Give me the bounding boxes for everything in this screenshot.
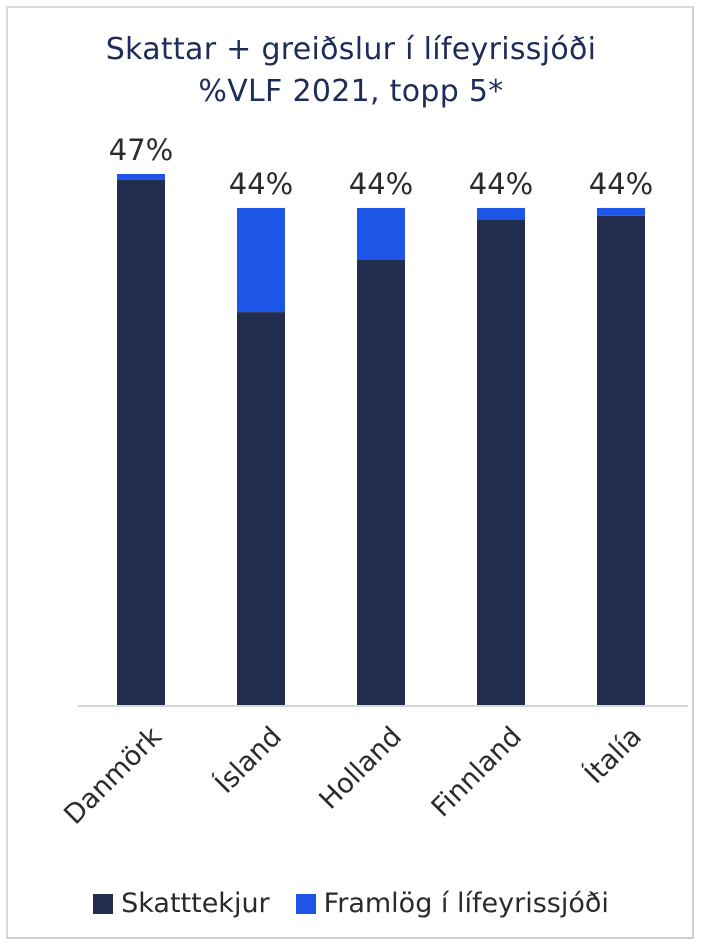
bar-skatttekjur-2	[357, 260, 405, 706]
data-label-0: 47%	[109, 133, 173, 167]
category-label-4: Ítalía	[578, 720, 648, 790]
chart-subtitle: %VLF 2021, topp 5*	[198, 74, 504, 109]
category-label-1: Ísland	[209, 720, 288, 799]
category-labels-group: Danmörk Ísland Holland Finnland Ítalía	[58, 720, 648, 830]
data-label-3: 44%	[469, 167, 533, 201]
legend-item-framlog: Framlög í lífeyrissjóði	[295, 888, 609, 919]
legend: Skatttekjur Framlög í lífeyrissjóði	[0, 888, 702, 919]
data-label-1: 44%	[229, 167, 293, 201]
legend-label-skatttekjur: Skatttekjur	[121, 888, 270, 919]
category-label-2: Holland	[313, 721, 407, 815]
bar-skatttekjur-4	[597, 215, 645, 706]
bar-skatttekjur-0	[117, 179, 165, 707]
bar-framlog-1	[237, 207, 285, 313]
data-label-4: 44%	[589, 167, 653, 201]
legend-swatch-framlog	[295, 893, 316, 914]
bar-framlog-3	[477, 207, 525, 220]
chart-title: Skattar + greiðslur í lífeyrissjóði	[105, 32, 597, 67]
bar-skatttekjur-1	[237, 312, 285, 706]
data-label-2: 44%	[349, 167, 413, 201]
bar-framlog-0	[117, 174, 165, 180]
category-label-3: Finnland	[426, 721, 528, 823]
legend-item-skatttekjur: Skatttekjur	[93, 888, 270, 919]
bars-group	[117, 174, 645, 707]
data-labels-group: 47% 44% 44% 44% 44%	[109, 133, 653, 201]
bar-framlog-4	[597, 207, 645, 216]
legend-label-framlog: Framlög í lífeyrissjóði	[323, 888, 609, 919]
legend-swatch-skatttekjur	[93, 893, 114, 914]
category-label-0: Danmörk	[58, 721, 168, 831]
bar-framlog-2	[357, 207, 405, 261]
stacked-bar-chart: 47% 44% 44% 44% 44% Danmörk Ísland Holland Finn…	[58, 133, 688, 831]
bar-skatttekjur-3	[477, 219, 525, 706]
